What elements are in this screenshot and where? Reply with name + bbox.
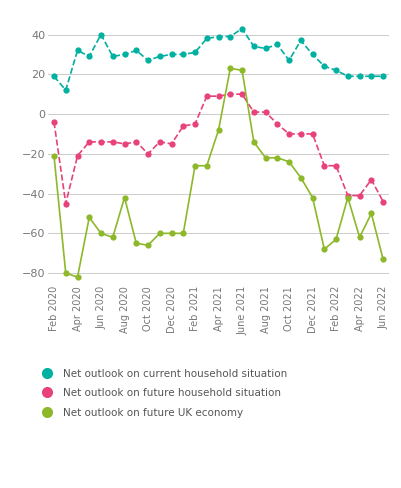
Legend: Net outlook on current household situation, Net outlook on future household situ: Net outlook on current household situati… [36, 369, 288, 418]
